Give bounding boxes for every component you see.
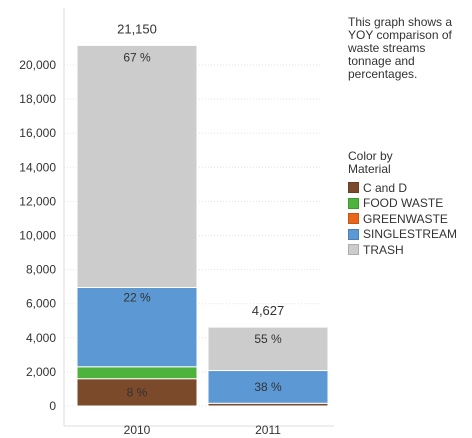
legend: Color by Material C and D FOOD WASTE GREEN…: [348, 150, 472, 258]
legend-label: SINGLESTREAM: [363, 227, 458, 242]
x-category-label: 2010: [124, 423, 151, 437]
bar-total-label: 4,627: [252, 303, 285, 318]
y-tick-label: 2,000: [26, 365, 56, 379]
segment-percent-label: 22 %: [123, 291, 151, 305]
legend-label: GREENWASTE: [363, 211, 448, 226]
y-tick-label: 4,000: [26, 331, 56, 345]
x-category-label: 2011: [255, 423, 281, 437]
bar-segment[interactable]: [76, 366, 198, 380]
legend-label: FOOD WASTE: [363, 196, 444, 211]
legend-label: C and D: [363, 180, 408, 195]
y-axis: 0 2,000 4,000 6,000 8,000 10,000 12,000 14,000 1…: [19, 8, 334, 427]
y-tick-label: 0: [49, 399, 56, 413]
legend-title: Color by Material: [348, 149, 393, 176]
bar-segment[interactable]: [207, 326, 329, 372]
y-tick-label: 6,000: [26, 297, 56, 311]
bars: [76, 44, 329, 407]
bar-total-label: 21,150: [117, 21, 157, 36]
legend-item[interactable]: FOOD WASTE: [348, 196, 472, 212]
y-tick-label: 10,000: [19, 229, 56, 243]
segment-percent-label: 8 %: [127, 385, 148, 399]
stacked-bar-chart: 0 2,000 4,000 6,000 8,000 10,000 12,000 14,000 1…: [19, 8, 334, 437]
bar-segment[interactable]: [76, 287, 198, 368]
y-tick-label: 8,000: [26, 263, 56, 277]
legend-item[interactable]: SINGLESTREAM: [348, 227, 472, 243]
segment-percent-label: 55 %: [254, 332, 282, 346]
legend-swatch: [348, 182, 359, 194]
legend-swatch: [348, 213, 359, 225]
legend-item[interactable]: GREENWASTE: [348, 211, 472, 227]
legend-items: C and D FOOD WASTE GREENWASTE SINGLESTREAM T…: [348, 180, 472, 258]
bar-labels: 8 % 22 % 67 % 21,150 2010 38 % 55 % 4,627 2011: [117, 21, 284, 437]
segment-percent-label: 38 %: [254, 380, 282, 394]
y-tick-label: 12,000: [19, 194, 56, 208]
legend-swatch: [348, 197, 359, 209]
legend-swatch: [348, 228, 359, 240]
legend-item[interactable]: C and D: [348, 180, 472, 196]
y-tick-label: 16,000: [19, 126, 56, 140]
y-tick-label: 18,000: [19, 92, 56, 106]
segment-percent-label: 67 %: [123, 50, 151, 64]
bar-segment[interactable]: [207, 370, 329, 404]
bar-segment[interactable]: [76, 44, 198, 289]
legend-label: TRASH: [363, 242, 404, 257]
chart-note: This graph shows a YOY comparison of was…: [348, 15, 453, 81]
legend-swatch: [348, 244, 359, 256]
y-tick-label: 20,000: [19, 58, 56, 72]
legend-item[interactable]: TRASH: [348, 242, 472, 258]
y-tick-label: 14,000: [19, 160, 56, 174]
